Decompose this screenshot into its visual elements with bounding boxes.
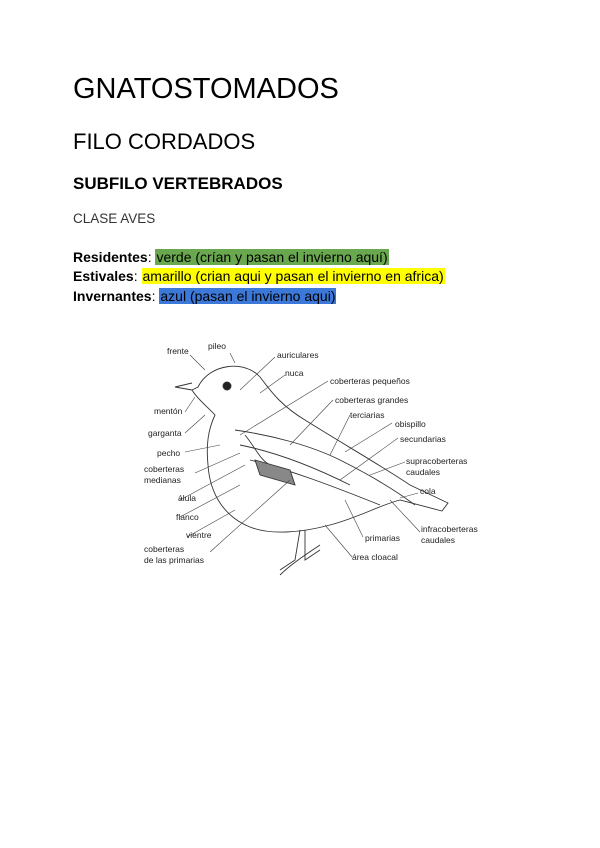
label-flanco: flanco (176, 512, 199, 522)
label-pileo: pileo (208, 341, 226, 351)
label-coberteras-grandes: coberteras grandes (335, 395, 409, 405)
legend-invernantes: Invernantes: azul (pasan el invierno aqu… (73, 288, 337, 304)
label-frente: frente (167, 346, 189, 356)
label-medianas: medianas (144, 475, 181, 485)
phylum-heading: FILO CORDADOS (73, 129, 256, 154)
legend-sep: : (133, 268, 142, 284)
subphylum-heading: SUBFILO VERTEBRADOS (73, 174, 283, 193)
legend-key: Estivales (73, 268, 134, 284)
label-de-las-primarias: de las primarias (144, 555, 204, 565)
label-vientre: vientre (186, 530, 212, 540)
legend-sep: : (147, 249, 156, 265)
label-nuca: nuca (285, 368, 304, 378)
label-terciarias: terciarias (350, 410, 385, 420)
bird-illustration (174, 352, 449, 576)
label-alula: álula (178, 493, 196, 503)
label-primarias: primarias (365, 533, 400, 543)
legend-value-blue: azul (pasan el invierno aqui) (159, 288, 337, 304)
label-infracoberteras-caudales: caudales (421, 535, 456, 545)
bird-anatomy-diagram: frente pileo auriculares nuca coberteras… (130, 335, 490, 585)
label-infracoberteras: infracoberteras (421, 524, 478, 534)
label-cola: cola (420, 486, 436, 496)
label-pecho: pecho (157, 448, 181, 458)
legend-value-yellow: amarillo (crian aqui y pasan el invierno… (141, 268, 445, 284)
label-auriculares: auriculares (277, 350, 319, 360)
legend-value-green: verde (crían y pasan el invierno aquí) (155, 249, 389, 265)
legend-sep: : (151, 288, 160, 304)
legend-estivales: Estivales: amarillo (crian aqui y pasan … (73, 268, 445, 284)
legend-key: Residentes (73, 249, 148, 265)
label-secundarias: secundarias (400, 434, 446, 444)
legend-key: Invernantes (73, 288, 152, 304)
label-coberteras-pequenos: coberteras pequeños (330, 376, 410, 386)
label-area-cloacal: área cloacal (352, 552, 398, 562)
label-coberteras-medianas: coberteras (144, 464, 185, 474)
page-title: GNATOSTOMADOS (73, 73, 339, 105)
label-coberteras-primarias: coberteras (144, 544, 185, 554)
label-obispillo: obispillo (395, 419, 426, 429)
label-supracoberteras: supracoberteras (406, 456, 468, 466)
legend-residentes: Residentes: verde (crían y pasan el invi… (73, 249, 389, 265)
class-heading: CLASE AVES (73, 211, 156, 226)
label-supracoberteras-caudales: caudales (406, 467, 441, 477)
label-menton: mentón (154, 406, 183, 416)
label-garganta: garganta (148, 428, 182, 438)
